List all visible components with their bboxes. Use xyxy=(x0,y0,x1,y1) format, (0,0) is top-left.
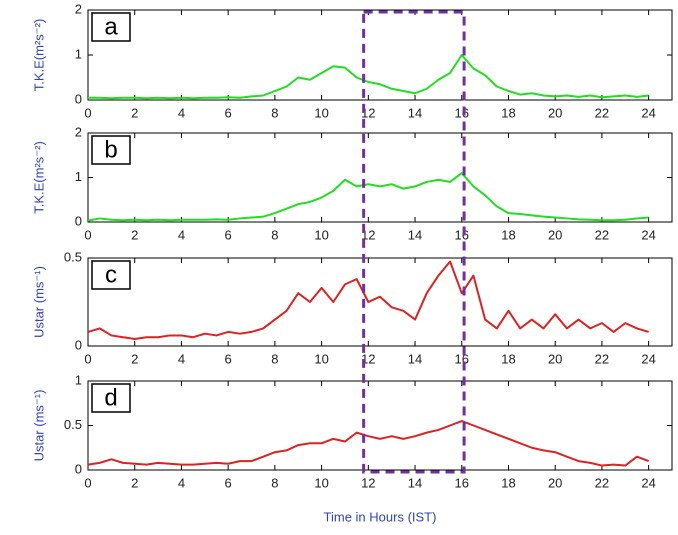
y-tick-label: 1 xyxy=(75,169,82,184)
x-tick-label: 16 xyxy=(455,351,469,366)
x-tick-label: 2 xyxy=(131,105,138,120)
x-axis-label: Time in Hours (IST) xyxy=(324,509,437,524)
x-tick-label: 24 xyxy=(641,227,655,242)
x-tick-label: 8 xyxy=(271,351,278,366)
y-tick-label: 0 xyxy=(75,213,82,228)
x-tick-label: 18 xyxy=(501,227,515,242)
x-tick-label: 10 xyxy=(314,227,328,242)
x-tick-label: 14 xyxy=(408,227,422,242)
y-tick-label: 1 xyxy=(75,46,82,61)
data-line xyxy=(87,260,649,340)
x-tick-label: 20 xyxy=(548,227,562,242)
y-axis-label: Ustar (ms⁻¹) xyxy=(31,390,46,462)
x-tick-label: 22 xyxy=(595,351,609,366)
x-tick-label: 4 xyxy=(178,105,185,120)
x-tick-label: 18 xyxy=(501,351,515,366)
x-tick-label: 20 xyxy=(548,105,562,120)
x-tick-label: 24 xyxy=(641,475,655,490)
x-tick-label: 22 xyxy=(595,227,609,242)
x-tick-label: 0 xyxy=(84,105,91,120)
x-tick-label: 0 xyxy=(84,351,91,366)
plot-frame xyxy=(87,132,673,223)
y-axis-label: Ustar (ms⁻¹) xyxy=(31,266,46,338)
x-tick-label: 4 xyxy=(178,475,185,490)
x-tick-label: 16 xyxy=(455,105,469,120)
panel-label-box xyxy=(91,383,131,413)
x-tick-label: 24 xyxy=(641,351,655,366)
panel-label-box xyxy=(91,12,131,42)
y-axis-label: T.K.E(m²s⁻²) xyxy=(31,19,46,92)
x-tick-label: 2 xyxy=(131,227,138,242)
y-tick-label: 2 xyxy=(75,1,82,16)
panel-label-box xyxy=(91,260,131,290)
panel-label: d xyxy=(104,384,117,411)
data-line xyxy=(87,172,649,222)
x-tick-label: 4 xyxy=(178,351,185,366)
y-tick-label: 0.5 xyxy=(64,249,82,264)
panel-label: a xyxy=(104,13,118,40)
x-tick-label: 8 xyxy=(271,227,278,242)
data-line xyxy=(88,54,649,100)
x-tick-label: 0 xyxy=(84,475,91,490)
x-tick-label: 0 xyxy=(84,227,91,242)
x-tick-label: 6 xyxy=(225,227,232,242)
y-tick-label: 0 xyxy=(75,337,82,352)
x-tick-label: 8 xyxy=(271,105,278,120)
x-tick-label: 24 xyxy=(641,105,655,120)
x-tick-label: 14 xyxy=(408,351,422,366)
x-tick-label: 6 xyxy=(225,351,232,366)
x-tick-label: 22 xyxy=(595,475,609,490)
x-tick-label: 10 xyxy=(314,351,328,366)
y-tick-label: 1 xyxy=(75,372,82,387)
x-tick-label: 10 xyxy=(314,475,328,490)
highlight-box xyxy=(362,10,466,474)
x-tick-label: 14 xyxy=(408,475,422,490)
x-tick-label: 8 xyxy=(271,475,278,490)
y-tick-label: 0 xyxy=(75,91,82,106)
plot-frame xyxy=(87,257,673,347)
x-tick-label: 18 xyxy=(501,105,515,120)
x-tick-label: 20 xyxy=(548,475,562,490)
x-tick-label: 10 xyxy=(314,105,328,120)
x-tick-label: 4 xyxy=(178,227,185,242)
x-tick-label: 2 xyxy=(131,351,138,366)
x-tick-label: 14 xyxy=(408,105,422,120)
panel-label-box xyxy=(91,135,131,165)
x-tick-label: 6 xyxy=(225,105,232,120)
data-line xyxy=(87,420,649,467)
x-tick-label: 6 xyxy=(225,475,232,490)
y-tick-label: 0.5 xyxy=(64,417,82,432)
plot-frame xyxy=(87,380,673,471)
panel-label: c xyxy=(105,261,117,288)
panel-label: b xyxy=(104,136,117,163)
y-tick-label: 2 xyxy=(75,124,82,139)
x-tick-label: 16 xyxy=(455,227,469,242)
x-tick-label: 2 xyxy=(131,475,138,490)
y-tick-label: 0 xyxy=(75,461,82,476)
x-tick-label: 20 xyxy=(548,351,562,366)
plot-frame xyxy=(87,9,673,101)
y-axis-label: T.K.E(m²s⁻²) xyxy=(31,141,46,214)
x-tick-label: 16 xyxy=(455,475,469,490)
x-tick-label: 18 xyxy=(501,475,515,490)
x-tick-label: 12 xyxy=(361,475,375,490)
x-tick-label: 22 xyxy=(595,105,609,120)
